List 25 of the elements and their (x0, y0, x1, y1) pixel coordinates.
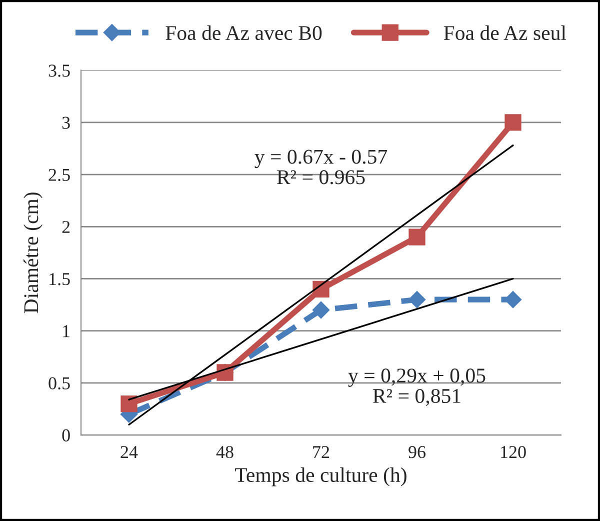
point (408, 291, 426, 308)
y-tick-label: 3 (62, 116, 70, 129)
x-tick-label: 24 (120, 446, 138, 458)
legend-label: Foa de Az avec B0 (166, 25, 322, 40)
y-tick-label: 1.5 (50, 273, 70, 286)
x-tick-label: 72 (313, 446, 330, 458)
line-series (128, 144, 514, 426)
legend-label: Foa de Az seul (444, 25, 566, 40)
y-tick-label: 3.5 (48, 64, 70, 77)
y-tick-label: 2.5 (48, 168, 70, 182)
x-axis-title: Temps de culture (h) (235, 467, 406, 486)
y-tick-label: 1 (63, 325, 70, 338)
point (504, 114, 522, 131)
y-tick-label: 0 (62, 429, 70, 442)
y-axis-title: Diamétre (cm) (24, 192, 42, 314)
x-tick-label: 96 (408, 446, 426, 458)
x-tick-label: 48 (216, 446, 234, 458)
x-tick-label: 120 (501, 446, 526, 458)
y-tick-label: 0.5 (48, 377, 70, 390)
annotation: y = 0.67x - 0.57 R² = 0.965 (254, 150, 388, 184)
point (120, 395, 138, 412)
point (312, 301, 330, 319)
annotation: y = 0,29x + 0,05 R² = 0,851 (348, 368, 486, 406)
point (408, 228, 426, 246)
y-tick-label: 2 (62, 220, 70, 233)
